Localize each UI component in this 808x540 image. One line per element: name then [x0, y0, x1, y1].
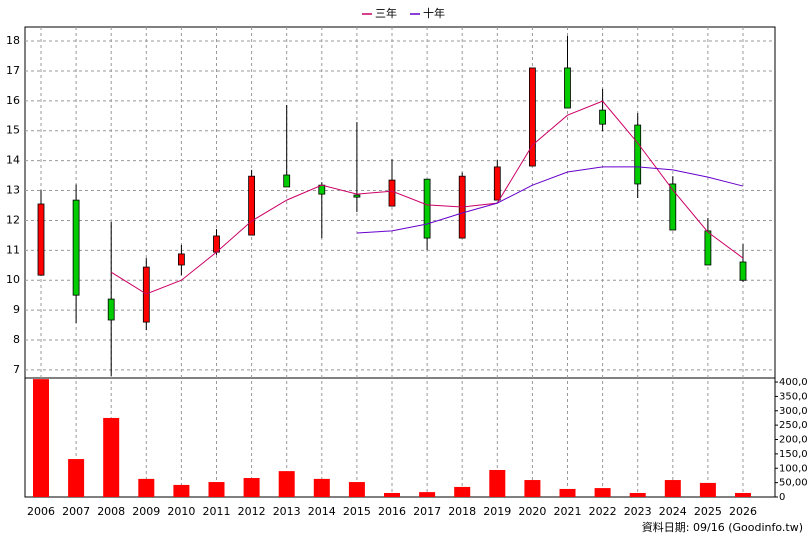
- volume-bar: [664, 480, 681, 497]
- x-tick-label: 2025: [694, 505, 722, 518]
- candle-body: [353, 194, 361, 198]
- volume-bar: [524, 480, 541, 497]
- candle-body: [529, 67, 536, 167]
- candle-body: [493, 166, 501, 201]
- y2-tick-label: 0: [779, 492, 785, 503]
- plot-frame: [24, 26, 776, 498]
- x-tick-label: 2009: [132, 505, 160, 518]
- y2-tick-label: 50,000: [779, 478, 808, 489]
- volume-bar: [348, 482, 365, 497]
- volume-bar: [559, 488, 576, 497]
- x-tick-label: 2020: [518, 505, 546, 518]
- x-tick-label: 2024: [659, 505, 687, 518]
- volume-bar: [103, 417, 120, 497]
- candle-body: [72, 199, 80, 296]
- volume-bar: [629, 492, 646, 497]
- volume-bar: [173, 484, 190, 497]
- y2-tick-label: 100,000: [779, 463, 808, 474]
- x-tick-label: 2010: [167, 505, 195, 518]
- volume-bar: [138, 478, 155, 497]
- volume-bar: [33, 379, 49, 497]
- candle-body: [37, 203, 45, 276]
- x-tick-label: 2008: [97, 505, 125, 518]
- x-tick-label: 2022: [589, 505, 617, 518]
- y-tick-label: 8: [13, 333, 20, 346]
- legend-label: 三年: [375, 6, 397, 20]
- volume-bar: [313, 478, 330, 497]
- y-tick-label: 10: [6, 273, 20, 286]
- volume-bar: [384, 492, 400, 497]
- y-tick-label: 16: [6, 94, 20, 107]
- source-note: 資料日期: 09/16 (Goodinfo.tw): [642, 520, 803, 534]
- x-tick-label: 2015: [343, 505, 371, 518]
- volume-bar: [243, 478, 260, 497]
- x-tick-label: 2012: [238, 505, 266, 518]
- y2-tick-label: 350,000: [779, 391, 808, 402]
- y2-tick-label: 150,000: [779, 449, 808, 460]
- y-tick-label: 11: [6, 243, 20, 256]
- x-tick-label: 2013: [273, 505, 301, 518]
- candle-body: [669, 183, 677, 231]
- volume-bar: [278, 471, 295, 497]
- x-tick-label: 2014: [308, 505, 336, 518]
- volume-bar: [208, 482, 225, 497]
- candle-body: [704, 230, 712, 266]
- y-tick-label: 9: [13, 303, 20, 316]
- y2-tick-label: 300,000: [779, 406, 808, 417]
- y-tick-label: 14: [6, 154, 20, 167]
- y-tick-label: 15: [6, 124, 20, 137]
- y-tick-label: 7: [13, 363, 20, 376]
- candle-body: [177, 253, 185, 266]
- y-tick-label: 17: [6, 64, 20, 77]
- x-tick-label: 2026: [729, 505, 757, 518]
- y2-tick-label: 200,000: [779, 435, 808, 446]
- candle-body: [599, 109, 606, 125]
- x-tick-label: 2016: [378, 505, 406, 518]
- legend-label: 十年: [423, 6, 445, 20]
- x-tick-label: 2019: [483, 505, 511, 518]
- x-tick-label: 2023: [624, 505, 652, 518]
- volume-bar: [699, 482, 716, 497]
- candle-body: [142, 266, 150, 323]
- volume-bar: [594, 488, 611, 497]
- volume-bar: [489, 469, 506, 497]
- candle-body: [739, 261, 747, 281]
- y2-tick-label: 400,000: [779, 377, 808, 388]
- volume-bar: [419, 492, 436, 497]
- volume-bar: [68, 459, 85, 497]
- candle-body: [634, 124, 642, 185]
- volume-bar: [735, 492, 751, 497]
- x-tick-label: 2018: [448, 505, 476, 518]
- x-tick-label: 2011: [203, 505, 231, 518]
- candle-body: [283, 174, 291, 188]
- y-tick-label: 12: [6, 213, 20, 226]
- candle-body: [107, 298, 115, 321]
- ma-line: [356, 166, 744, 234]
- x-tick-label: 2007: [62, 505, 90, 518]
- x-tick-label: 2021: [554, 505, 582, 518]
- candle-body: [388, 179, 396, 207]
- y2-tick-label: 250,000: [779, 420, 808, 431]
- candle-body: [423, 178, 431, 239]
- candle-body: [564, 67, 571, 109]
- volume-bar: [454, 486, 471, 497]
- candle-body: [248, 175, 256, 236]
- x-tick-label: 2017: [413, 505, 441, 518]
- ma-line: [110, 100, 744, 295]
- x-tick-label: 2006: [27, 505, 55, 518]
- y-tick-label: 18: [6, 34, 20, 47]
- y-tick-label: 13: [6, 184, 20, 197]
